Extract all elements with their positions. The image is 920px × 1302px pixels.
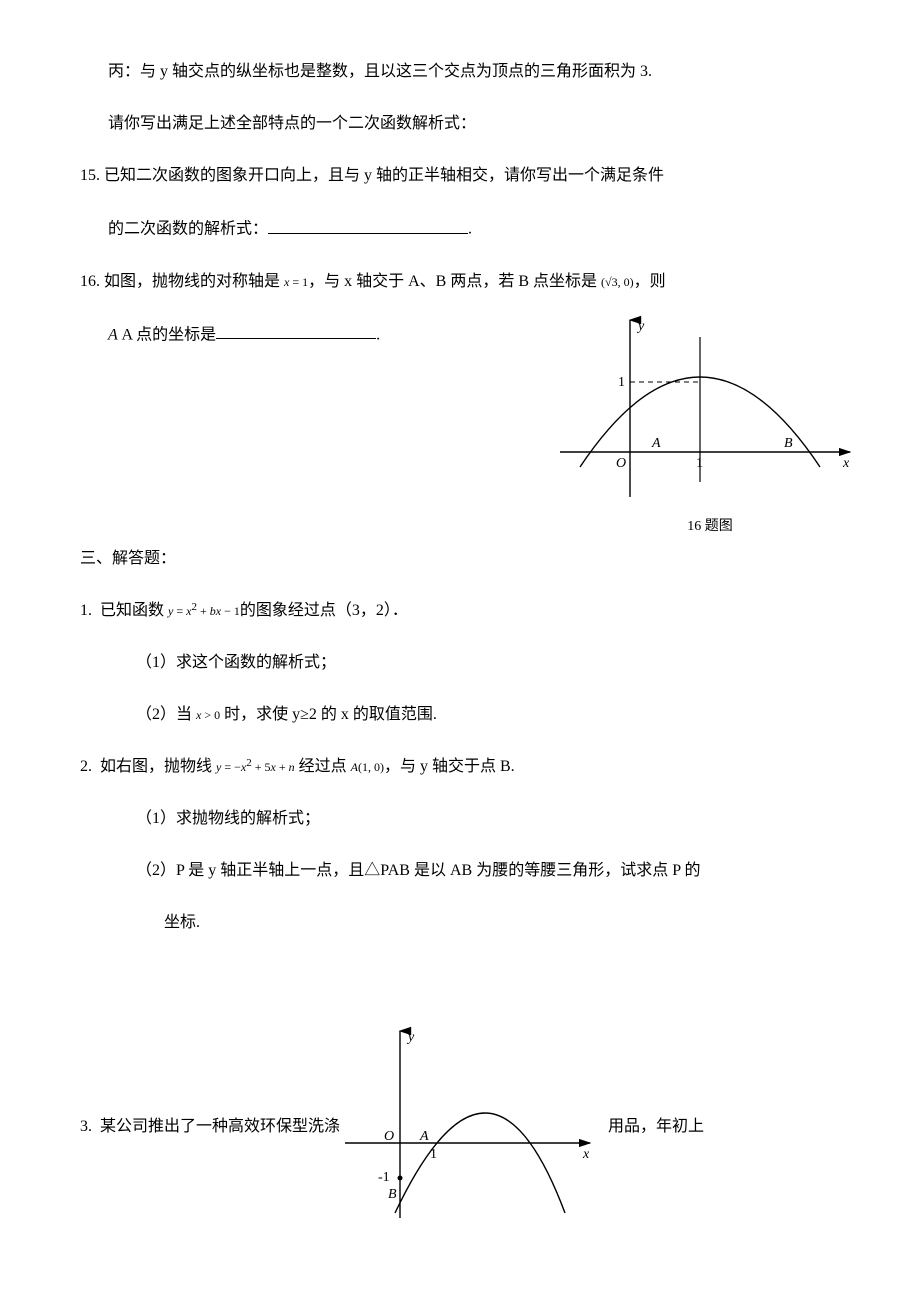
figure-16-caption: 16 题图: [560, 516, 860, 537]
figure-16: y x O 1 1 A B 16 题图: [560, 312, 860, 537]
s3-number: 3.: [80, 1115, 92, 1139]
svg-text:1: 1: [430, 1147, 437, 1162]
s1-2-cond: x > 0: [196, 708, 220, 722]
figure-2: y x O A 1 -1 B: [340, 1023, 600, 1231]
q15-line1: 15. 已知二次函数的图象开口向上，且与 y 轴的正半轴相交，请你写出一个满足条…: [80, 164, 840, 188]
prev-item-line-c: 丙：与 y 轴交点的纵坐标也是整数，且以这三个交点为顶点的三角形面积为 3.: [80, 60, 840, 84]
s2-line1: 2. 如右图，抛物线 y = −x2 + 5x + n 经过点 A(1, 0)，…: [80, 755, 840, 779]
q15-line2: 的二次函数的解析式：.: [80, 216, 840, 242]
s2-text-pre: 如右图，抛物线: [100, 758, 212, 775]
svg-text:O: O: [384, 1129, 394, 1144]
s2-number: 2.: [80, 755, 92, 779]
q16-number: 16.: [80, 270, 100, 294]
s2-text-mid: 经过点: [299, 758, 347, 775]
svg-text:x: x: [582, 1147, 590, 1162]
s3-row: 3. 某公司推出了一种高效环保型洗涤 y x O A 1 -1: [80, 1023, 840, 1231]
q16-text-mid: ，与 x 轴交于 A、B 两点，若 B 点坐标是: [308, 273, 597, 290]
q15-text-b: 的二次函数的解析式：: [108, 221, 268, 238]
s1-2-mid: 时，求使 y≥2 的 x 的取值范围.: [224, 706, 437, 723]
q16-coord: (√3, 0): [601, 275, 634, 289]
s2-text-post: ，与 y 轴交于点 B.: [384, 758, 515, 775]
q16-text-pre: 如图，抛物线的对称轴是: [104, 273, 280, 290]
s1-sub1: （1）求这个函数的解析式；: [80, 651, 840, 675]
s3-left-block: 3. 某公司推出了一种高效环保型洗涤: [80, 1115, 340, 1139]
s1-sub2: （2）当 x > 0 时，求使 y≥2 的 x 的取值范围.: [80, 703, 840, 727]
q16-text-post: ，则: [634, 273, 666, 290]
svg-text:y: y: [636, 319, 645, 334]
q16-punct: .: [376, 326, 380, 343]
svg-text:y: y: [406, 1030, 415, 1045]
q16-line2: A A 点的坐标是. y x O 1: [80, 322, 840, 348]
s3-text-right: 用品，年初上: [608, 1118, 704, 1135]
svg-text:B: B: [784, 436, 793, 451]
s1-text-post: 的图象经过点（3，2）．: [240, 602, 408, 619]
q15-text-a: 已知二次函数的图象开口向上，且与 y 轴的正半轴相交，请你写出一个满足条件: [104, 167, 664, 184]
prev-item-line-d: 请你写出满足上述全部特点的一个二次函数解析式：: [80, 112, 840, 136]
svg-text:B: B: [388, 1187, 397, 1202]
s2-sub2b: 坐标.: [80, 911, 840, 935]
q16-line1: 16. 如图，抛物线的对称轴是 x = 1，与 x 轴交于 A、B 两点，若 B…: [80, 270, 840, 294]
s3-right-block: 用品，年初上: [608, 1115, 704, 1139]
figure-2-svg: y x O A 1 -1 B: [340, 1023, 600, 1223]
s1-text-pre: 已知函数: [100, 602, 164, 619]
s2-sub1: （1）求抛物线的解析式；: [80, 807, 840, 831]
s2-pt: A(1, 0): [351, 760, 384, 774]
section-3-heading: 三、解答题：: [80, 547, 840, 571]
q16-text-b: A 点的坐标是: [121, 326, 216, 343]
q15-number: 15.: [80, 164, 100, 188]
svg-text:A: A: [651, 436, 661, 451]
svg-text:1: 1: [696, 456, 703, 471]
q15-punct: .: [468, 221, 472, 238]
s1-2-pre: （2）当: [136, 706, 192, 723]
q16-eq: x = 1: [284, 275, 308, 289]
s2-eq: y = −x2 + 5x + n: [216, 760, 295, 774]
q16-blank: [216, 322, 376, 340]
figure-16-svg: y x O 1 1 A B: [560, 312, 860, 502]
q15-blank: [268, 216, 468, 234]
q16-A: A: [108, 326, 121, 343]
s1-number: 1.: [80, 599, 92, 623]
s1-line1: 1. 已知函数 y = x2 + bx − 1的图象经过点（3，2）．: [80, 599, 840, 623]
svg-text:1: 1: [618, 375, 625, 390]
s2-sub2: （2）P 是 y 轴正半轴上一点，且△PAB 是以 AB 为腰的等腰三角形，试求…: [80, 859, 840, 883]
s1-eq: y = x2 + bx − 1: [168, 604, 240, 618]
svg-text:x: x: [842, 456, 850, 471]
svg-text:A: A: [419, 1129, 429, 1144]
s3-text-left: 某公司推出了一种高效环保型洗涤: [100, 1118, 340, 1135]
svg-text:O: O: [616, 456, 626, 471]
svg-text:-1: -1: [378, 1170, 390, 1185]
